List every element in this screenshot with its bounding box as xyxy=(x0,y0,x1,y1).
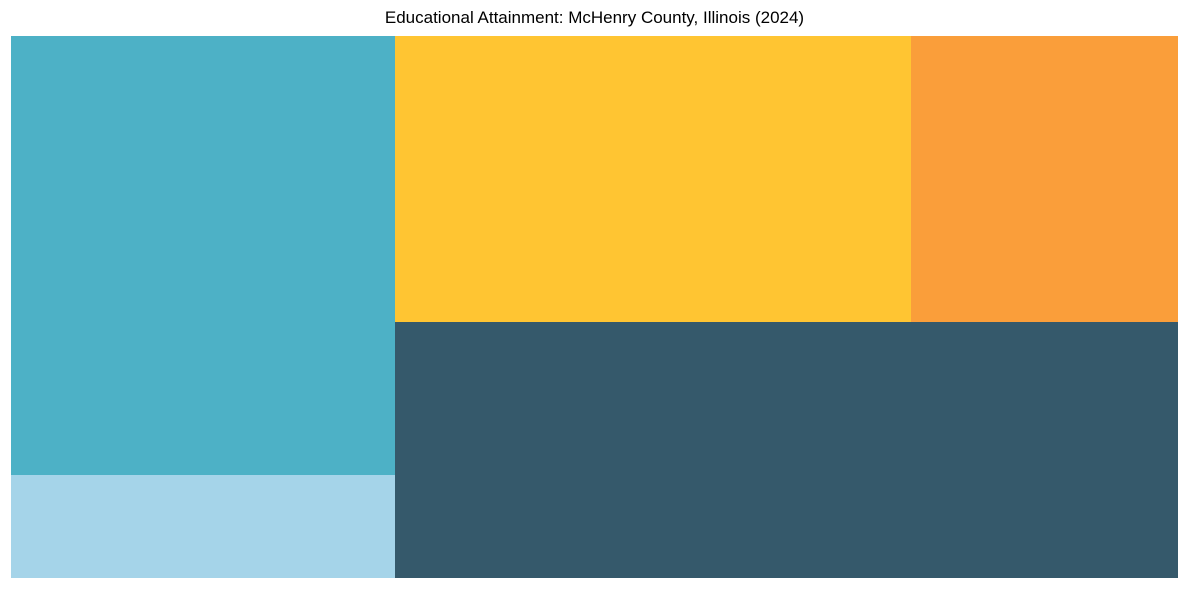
treemap-segment-orange xyxy=(911,36,1178,322)
treemap-segment-light-blue xyxy=(11,475,395,578)
treemap-segment-teal xyxy=(11,36,395,475)
treemap-plot xyxy=(11,36,1178,578)
chart-title: Educational Attainment: McHenry County, … xyxy=(384,8,805,27)
treemap-segment-dark-slate xyxy=(395,322,1178,578)
treemap-segment-yellow xyxy=(395,36,911,322)
